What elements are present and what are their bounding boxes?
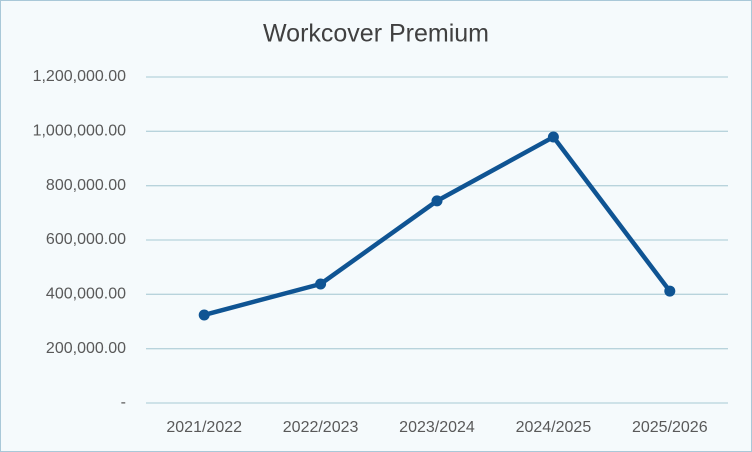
y-tick-label: 1,200,000.00: [33, 68, 127, 85]
chart-title: Workcover Premium: [263, 20, 489, 48]
x-tick-label: 2023/2024: [399, 419, 475, 436]
data-point: [198, 309, 210, 321]
x-tick-label: 2025/2026: [632, 419, 708, 436]
y-tick-label: 200,000.00: [46, 340, 126, 357]
x-tick-label: 2021/2022: [166, 419, 242, 436]
y-tick-label: 400,000.00: [46, 286, 126, 303]
y-tick-label: 800,000.00: [46, 177, 126, 194]
y-tick-label: 1,000,000.00: [33, 123, 127, 140]
x-tick-label: 2022/2023: [283, 419, 359, 436]
x-tick-label: 2024/2025: [516, 419, 592, 436]
y-tick-label: -: [121, 394, 126, 411]
data-point: [547, 131, 559, 143]
data-point: [315, 278, 327, 290]
data-point: [664, 285, 676, 297]
data-point: [431, 195, 443, 207]
y-tick-label: 600,000.00: [46, 231, 126, 248]
